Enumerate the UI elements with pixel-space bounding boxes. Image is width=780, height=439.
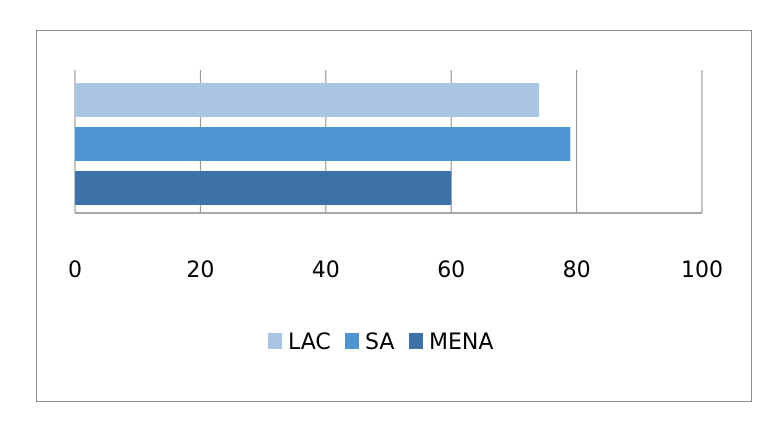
legend-label-sa: SA (365, 330, 394, 355)
legend-label-mena: MENA (429, 330, 493, 355)
legend-swatch-mena (409, 333, 423, 349)
tick-label: 40 (312, 258, 340, 283)
bar-lac (75, 83, 539, 117)
legend-label-lac: LAC (288, 330, 331, 355)
bar-mena (75, 171, 452, 205)
legend-swatch-lac (268, 333, 282, 349)
tick-label: 60 (437, 258, 465, 283)
tick-label: 80 (563, 258, 591, 283)
legend: LAC SA MENA (268, 330, 493, 355)
bar-sa (75, 127, 571, 161)
legend-swatch-sa (345, 333, 359, 349)
tick-label: 100 (681, 258, 723, 283)
bars (75, 83, 571, 205)
tick-labels: 0 20 40 60 80 100 (68, 258, 723, 283)
tick-label: 20 (186, 258, 214, 283)
tick-label: 0 (68, 258, 82, 283)
